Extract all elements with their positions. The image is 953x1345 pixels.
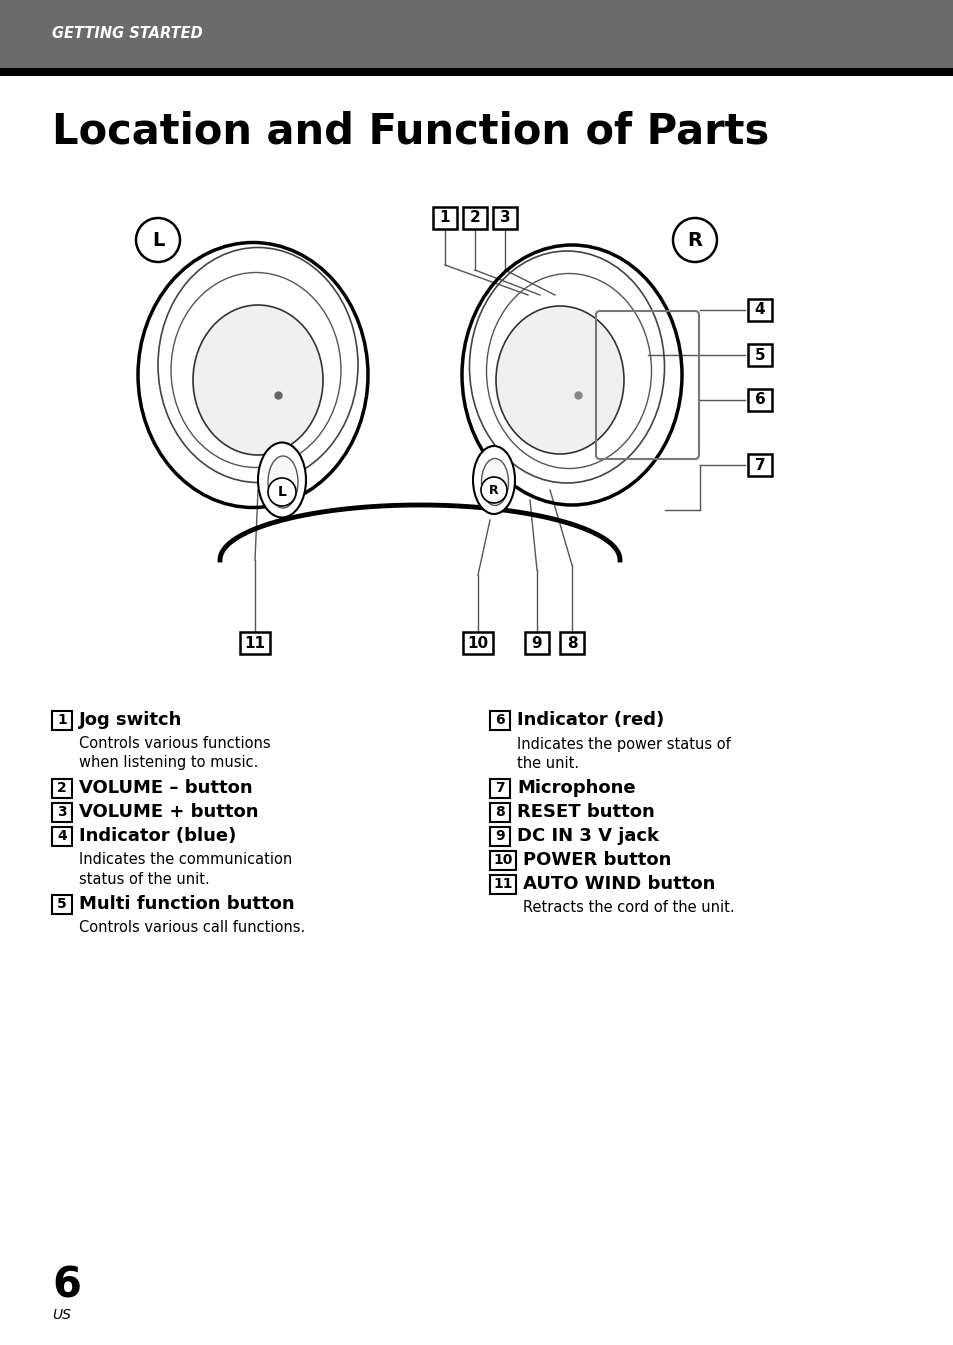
Text: 8: 8 xyxy=(566,635,577,651)
Text: when listening to music.: when listening to music. xyxy=(79,756,258,771)
Ellipse shape xyxy=(257,443,306,518)
Bar xyxy=(462,207,486,229)
Text: Multi function button: Multi function button xyxy=(79,894,294,913)
Text: 7: 7 xyxy=(754,457,764,472)
Bar xyxy=(0,0,953,69)
Bar xyxy=(240,632,270,654)
Text: 6: 6 xyxy=(52,1264,81,1306)
Text: 5: 5 xyxy=(754,347,764,363)
Text: 8: 8 xyxy=(495,806,504,819)
Bar xyxy=(462,632,493,654)
Text: Controls various call functions.: Controls various call functions. xyxy=(79,920,305,936)
Text: L: L xyxy=(277,486,286,499)
Text: Indicator (red): Indicator (red) xyxy=(517,712,663,729)
Text: 6: 6 xyxy=(754,393,764,408)
Text: 3: 3 xyxy=(57,806,67,819)
Text: 6: 6 xyxy=(495,713,504,728)
Bar xyxy=(747,389,771,412)
Text: 2: 2 xyxy=(469,211,480,226)
Text: RESET button: RESET button xyxy=(517,803,654,820)
Text: status of the unit.: status of the unit. xyxy=(79,872,210,886)
Circle shape xyxy=(672,218,717,262)
Text: POWER button: POWER button xyxy=(522,851,671,869)
Text: the unit.: the unit. xyxy=(517,756,578,771)
Text: 9: 9 xyxy=(495,829,504,843)
Bar xyxy=(493,207,517,229)
Bar xyxy=(52,894,71,913)
Ellipse shape xyxy=(193,305,323,455)
Bar xyxy=(490,710,510,729)
Bar xyxy=(52,803,71,822)
Bar xyxy=(52,779,71,798)
Text: 9: 9 xyxy=(531,635,541,651)
Text: 11: 11 xyxy=(244,635,265,651)
Text: 4: 4 xyxy=(754,303,764,317)
Circle shape xyxy=(480,477,506,503)
Bar xyxy=(490,779,510,798)
Text: AUTO WIND button: AUTO WIND button xyxy=(522,876,715,893)
Text: 10: 10 xyxy=(467,635,488,651)
Bar xyxy=(52,826,71,846)
Text: DC IN 3 V jack: DC IN 3 V jack xyxy=(517,827,659,845)
Ellipse shape xyxy=(496,307,623,455)
Text: 1: 1 xyxy=(57,713,67,728)
Bar xyxy=(747,455,771,476)
Text: Microphone: Microphone xyxy=(517,779,635,798)
Text: VOLUME + button: VOLUME + button xyxy=(79,803,258,820)
Text: 5: 5 xyxy=(57,897,67,911)
Ellipse shape xyxy=(473,447,515,514)
Bar xyxy=(490,850,516,869)
Text: Indicator (blue): Indicator (blue) xyxy=(79,827,236,845)
Circle shape xyxy=(268,477,295,506)
Text: GETTING STARTED: GETTING STARTED xyxy=(52,27,203,42)
Text: 2: 2 xyxy=(57,781,67,795)
Bar xyxy=(490,803,510,822)
Bar xyxy=(524,632,548,654)
Bar xyxy=(559,632,583,654)
Text: Controls various functions: Controls various functions xyxy=(79,737,271,752)
Bar xyxy=(490,826,510,846)
Text: Indicates the communication: Indicates the communication xyxy=(79,853,292,868)
Circle shape xyxy=(136,218,180,262)
Text: 3: 3 xyxy=(499,211,510,226)
Bar xyxy=(490,874,516,893)
Text: Jog switch: Jog switch xyxy=(79,712,182,729)
Bar xyxy=(747,299,771,321)
Text: VOLUME – button: VOLUME – button xyxy=(79,779,253,798)
Ellipse shape xyxy=(481,459,508,506)
Bar xyxy=(747,344,771,366)
Text: US: US xyxy=(52,1307,71,1322)
Bar xyxy=(52,710,71,729)
Text: 1: 1 xyxy=(439,211,450,226)
Text: 10: 10 xyxy=(493,853,512,868)
Text: Indicates the power status of: Indicates the power status of xyxy=(517,737,730,752)
Bar xyxy=(433,207,456,229)
Text: Location and Function of Parts: Location and Function of Parts xyxy=(52,110,768,152)
Text: 11: 11 xyxy=(493,877,512,890)
Ellipse shape xyxy=(268,456,297,508)
Text: 7: 7 xyxy=(495,781,504,795)
Text: Retracts the cord of the unit.: Retracts the cord of the unit. xyxy=(522,901,734,916)
Text: R: R xyxy=(687,230,701,250)
Text: R: R xyxy=(489,483,498,496)
Bar xyxy=(0,69,953,77)
Text: L: L xyxy=(152,230,164,250)
Text: 4: 4 xyxy=(57,829,67,843)
